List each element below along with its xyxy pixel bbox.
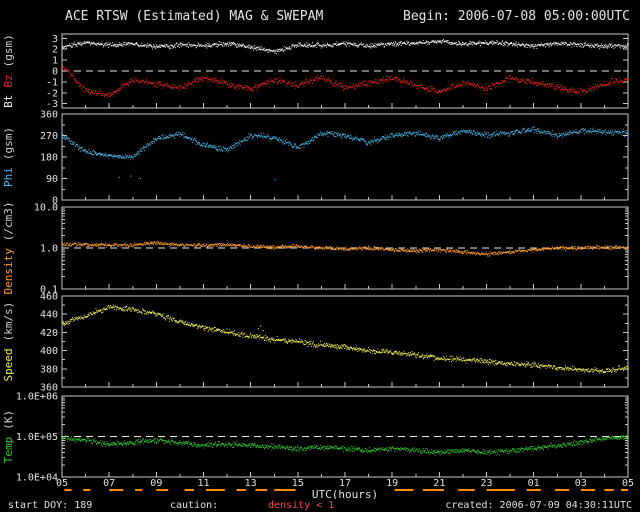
svg-text:1: 1 [52,56,58,67]
svg-text:09: 09 [150,478,162,489]
ylabel-speed: Speed(km/s) [2,302,15,382]
svg-text:21: 21 [433,478,445,489]
caution-ticks [64,489,628,491]
svg-text:1.0E+06: 1.0E+06 [16,392,58,403]
svg-text:420: 420 [40,328,58,339]
svg-text:90: 90 [46,174,58,185]
x-axis-labels: 05 07 09 11 13 15 17 19 21 23 01 03 05 [56,478,634,489]
svg-text:13: 13 [245,478,257,489]
begin-timestamp: Begin: 2006-07-08 05:00:00UTC [403,9,630,24]
svg-text:1.0E+05: 1.0E+05 [16,432,58,443]
ylabel-phi: Phi(gsm) [2,127,15,187]
svg-text:-3: -3 [46,99,58,110]
svg-text:400: 400 [40,346,58,357]
series-phi [62,125,629,181]
svg-text:1.0: 1.0 [40,244,58,255]
svg-text:1.0E+04: 1.0E+04 [16,473,58,484]
svg-text:360: 360 [40,383,58,394]
svg-text:03: 03 [575,478,587,489]
svg-text:05: 05 [56,478,68,489]
svg-text:19: 19 [386,478,398,489]
svg-text:0.1: 0.1 [40,285,58,296]
ylabel-temp: Temp(K) [2,410,15,463]
svg-text:07: 07 [103,478,115,489]
caution-density-value: density < 1 [268,500,335,511]
svg-text:11: 11 [197,478,209,489]
svg-text:05: 05 [622,478,634,489]
ylabel-density: Density(/cm3) [2,201,15,294]
svg-text:270: 270 [40,131,58,142]
svg-text:3: 3 [52,34,58,45]
svg-text:380: 380 [40,364,58,375]
svg-text:460: 460 [40,292,58,303]
series-bt [62,38,629,55]
x-axis-title: UTC(hours) [312,488,378,499]
start-doy-label: start DOY: 189 [8,500,93,511]
plot-header: ACE RTSW (Estimated) MAG & SWEPAM Begin:… [0,0,640,30]
series-bz [62,66,629,98]
series-temp [62,433,629,456]
series-density [62,240,629,257]
svg-text:17: 17 [339,478,351,489]
svg-text:180: 180 [40,153,58,164]
svg-text:15: 15 [292,478,304,489]
svg-text:360: 360 [40,110,58,121]
panel-density: 10.0 1.0 0.1 Density(/cm3) [2,201,629,296]
panel-speed: 460 440 420 400 380 360 Speed(km/s) [2,292,629,394]
svg-text:01: 01 [528,478,540,489]
svg-text:0: 0 [52,67,58,78]
plot-footer: start DOY: 189 caution: density < 1 crea… [0,499,640,512]
caution-label: caution: [170,500,219,511]
svg-text:23: 23 [480,478,492,489]
plot-title: ACE RTSW (Estimated) MAG & SWEPAM [65,9,324,24]
ylabel-mag: BtBz(gsm) [2,34,15,108]
created-timestamp: created: 2006-07-09 04:30:11UTC [445,500,632,511]
svg-text:10.0: 10.0 [34,203,58,214]
svg-text:2: 2 [52,45,58,56]
svg-text:0: 0 [52,196,58,207]
plot-svg: 3210-1-2-3BtBz(gsm)360270180900Phi(gsm)1… [2,33,634,499]
svg-text:-2: -2 [46,88,58,99]
svg-text:440: 440 [40,310,58,321]
panel-phi: 360 270 180 90 0 Phi(gsm) [2,110,629,207]
series-speed [62,304,629,374]
svg-text:-1: -1 [46,77,58,88]
